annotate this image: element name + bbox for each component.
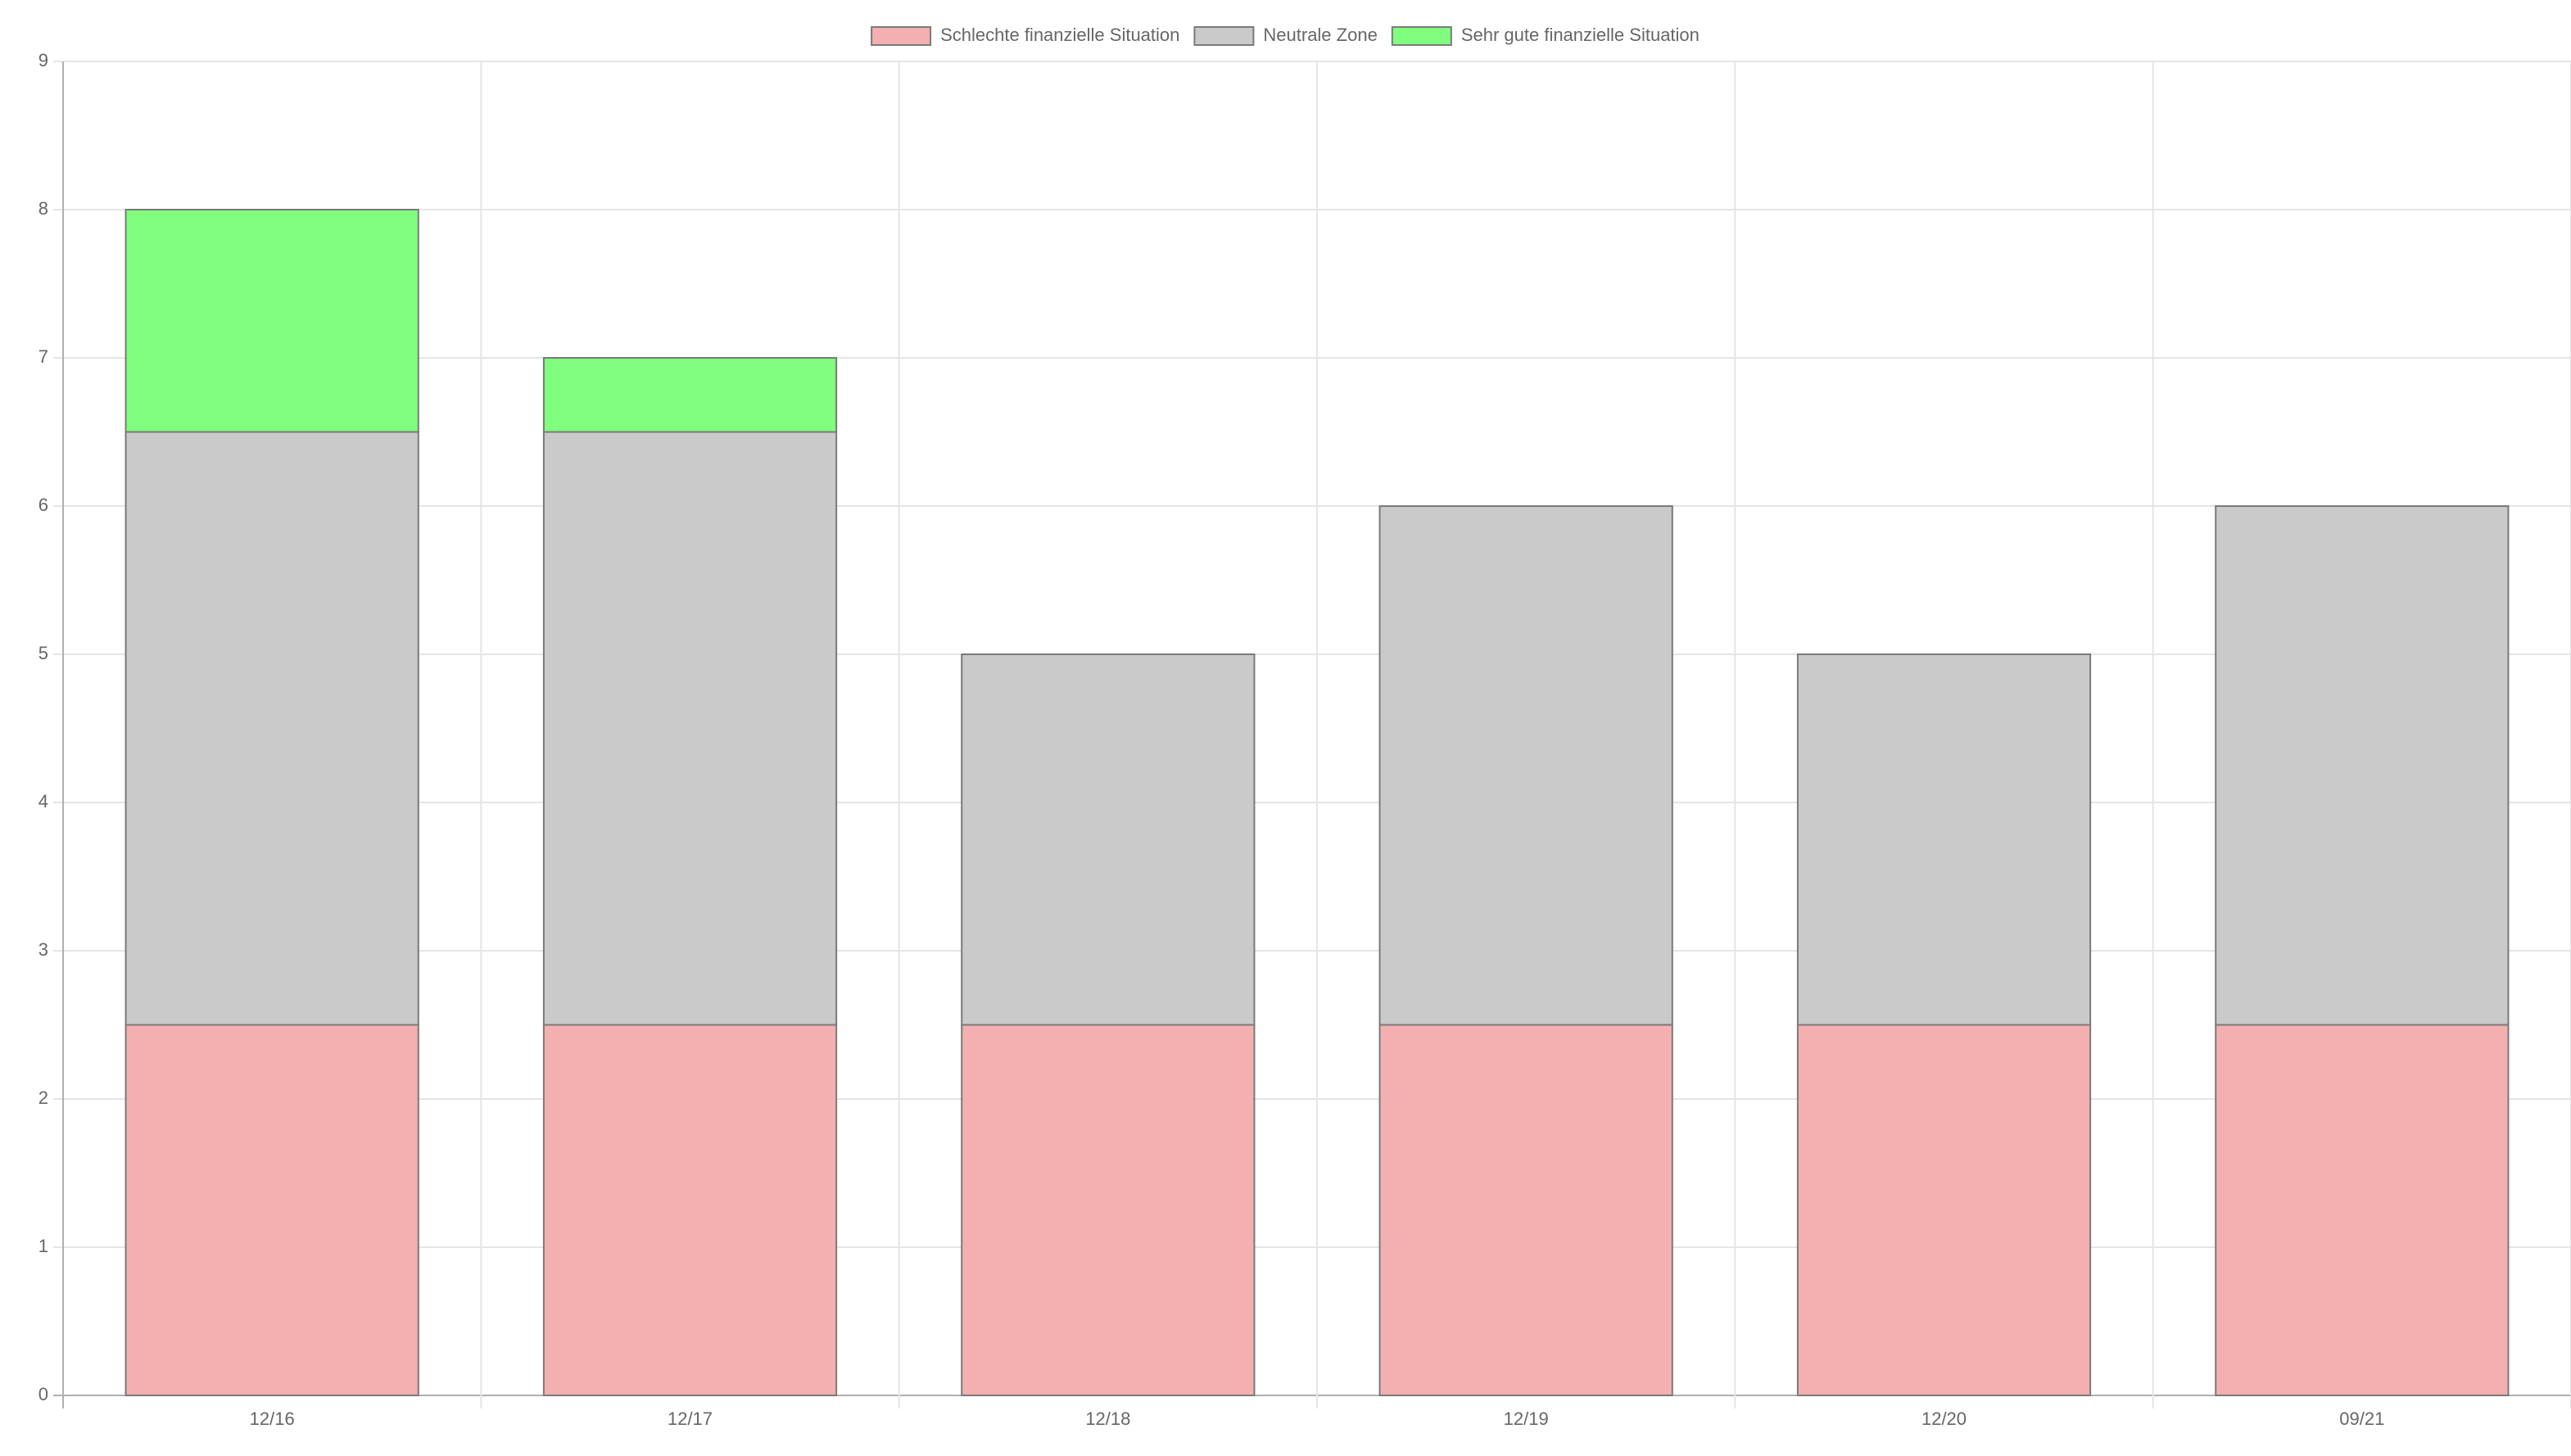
bar-segment <box>961 653 1256 1026</box>
bar-segment <box>124 209 419 433</box>
bar-segment <box>542 357 838 433</box>
x-tick-label: 12/17 <box>668 1409 713 1429</box>
bar-segment <box>124 431 419 1026</box>
axes: 0 1 2 3 4 5 6 7 8 9 12/16 12/17 12/18 12/19 12/20 09/21 <box>38 50 2385 1429</box>
x-tick-label: 12/16 <box>250 1409 295 1429</box>
grid <box>53 61 2571 1409</box>
y-tick-label: 2 <box>38 1087 48 1108</box>
bar-segment <box>1796 653 2092 1026</box>
legend-swatch <box>1193 26 1255 46</box>
bar-segment <box>961 1024 1256 1396</box>
y-tick-label: 3 <box>38 939 48 960</box>
x-tick-label: 12/20 <box>1921 1409 1967 1429</box>
legend-swatch <box>871 26 932 46</box>
bar-segment <box>1378 1024 1673 1396</box>
legend: Schlechte finanzielle Situation Neutrale … <box>871 25 1700 46</box>
y-tick-label: 0 <box>38 1384 48 1404</box>
bar-segment <box>542 431 838 1026</box>
bars <box>124 209 2510 1396</box>
bar-segment <box>1378 505 1673 1026</box>
legend-label: Schlechte finanzielle Situation <box>940 25 1179 45</box>
bar-segment <box>2215 505 2510 1026</box>
bar-segment <box>124 1024 419 1396</box>
y-tick-label: 9 <box>38 50 48 70</box>
y-tick-label: 5 <box>38 643 48 663</box>
legend-swatch <box>1391 26 1452 46</box>
y-tick-label: 4 <box>38 791 48 812</box>
x-tick-label: 12/18 <box>1085 1409 1130 1429</box>
bar-segment <box>1796 1024 2092 1396</box>
legend-label: Sehr gute finanzielle Situation <box>1461 25 1700 45</box>
y-tick-label: 7 <box>38 346 48 367</box>
y-tick-label: 1 <box>38 1236 48 1256</box>
bar-segment <box>2215 1024 2510 1396</box>
bar-segment <box>542 1024 838 1396</box>
x-tick-label: 12/19 <box>1504 1409 1549 1429</box>
y-tick-label: 8 <box>38 198 48 219</box>
y-tick-label: 6 <box>38 495 48 515</box>
x-tick-label: 09/21 <box>2339 1409 2384 1429</box>
legend-label: Neutrale Zone <box>1263 25 1377 45</box>
